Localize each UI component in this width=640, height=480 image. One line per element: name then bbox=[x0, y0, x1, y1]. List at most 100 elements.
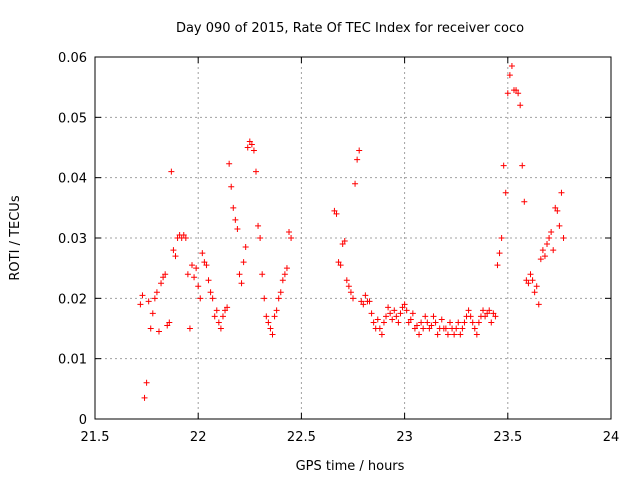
data-point bbox=[504, 90, 511, 97]
data-point bbox=[405, 319, 412, 326]
data-point bbox=[139, 292, 146, 299]
data-point bbox=[442, 325, 449, 332]
data-point bbox=[537, 256, 544, 263]
data-point bbox=[395, 319, 402, 326]
data-point bbox=[529, 277, 536, 284]
data-point bbox=[486, 307, 493, 314]
x-tick-label: 22 bbox=[190, 430, 207, 445]
y-tick-label: 0.02 bbox=[58, 292, 87, 307]
data-point bbox=[271, 313, 278, 320]
y-tick-label: 0.03 bbox=[58, 232, 87, 247]
data-point bbox=[399, 304, 406, 311]
y-tick-label: 0 bbox=[79, 413, 87, 428]
data-point bbox=[219, 313, 226, 320]
data-point bbox=[411, 325, 418, 332]
data-point bbox=[438, 316, 445, 323]
data-point bbox=[426, 325, 433, 332]
data-point bbox=[236, 271, 243, 278]
data-point bbox=[541, 253, 548, 260]
data-point bbox=[224, 304, 231, 311]
data-point bbox=[473, 331, 480, 338]
data-point bbox=[451, 331, 458, 338]
data-point bbox=[434, 331, 441, 338]
data-point bbox=[453, 325, 460, 332]
data-point bbox=[162, 271, 169, 278]
data-point bbox=[259, 271, 266, 278]
data-point bbox=[515, 90, 522, 97]
data-point bbox=[226, 160, 233, 167]
data-point bbox=[352, 180, 359, 187]
x-axis-title: GPS time / hours bbox=[296, 459, 405, 474]
data-point bbox=[155, 328, 162, 335]
data-point bbox=[401, 301, 408, 308]
axis-ticks bbox=[94, 56, 612, 420]
x-tick-label: 23 bbox=[396, 430, 413, 445]
data-point bbox=[242, 244, 249, 251]
data-point bbox=[383, 313, 390, 320]
x-tick-label: 21.5 bbox=[81, 430, 110, 445]
data-point bbox=[203, 262, 210, 269]
data-point bbox=[255, 222, 262, 229]
data-point bbox=[544, 241, 551, 248]
x-tick-label: 24 bbox=[603, 430, 620, 445]
data-point bbox=[471, 325, 478, 332]
data-point bbox=[465, 307, 472, 314]
data-point bbox=[182, 235, 189, 241]
data-point bbox=[374, 316, 381, 323]
data-point bbox=[168, 168, 175, 175]
data-point bbox=[535, 301, 542, 308]
data-point bbox=[277, 289, 284, 296]
data-point bbox=[207, 289, 214, 296]
y-tick-label: 0.05 bbox=[58, 111, 87, 126]
plot-frame bbox=[94, 56, 612, 420]
data-point bbox=[356, 147, 363, 154]
data-point bbox=[550, 247, 557, 254]
data-point bbox=[180, 231, 187, 238]
data-point bbox=[455, 319, 462, 326]
data-point bbox=[548, 228, 555, 235]
data-point bbox=[201, 259, 208, 266]
data-point bbox=[347, 289, 354, 296]
data-point bbox=[393, 313, 400, 320]
data-point bbox=[496, 250, 503, 257]
data-point bbox=[211, 313, 218, 320]
data-point bbox=[350, 295, 356, 302]
data-point bbox=[145, 298, 152, 305]
data-point bbox=[385, 304, 392, 311]
data-point bbox=[337, 262, 344, 269]
data-point bbox=[484, 310, 491, 317]
data-point bbox=[368, 310, 375, 317]
data-point bbox=[341, 238, 348, 245]
data-point bbox=[360, 301, 367, 308]
x-tick-label: 23.5 bbox=[493, 430, 522, 445]
data-point bbox=[283, 265, 290, 272]
data-point bbox=[209, 295, 216, 302]
data-point bbox=[354, 156, 361, 163]
data-point bbox=[160, 274, 167, 281]
data-point bbox=[263, 313, 270, 320]
data-point bbox=[459, 325, 466, 332]
data-point bbox=[164, 322, 171, 329]
data-point bbox=[500, 162, 507, 169]
y-tick-label: 0.06 bbox=[58, 51, 87, 66]
y-tick-label: 0.04 bbox=[58, 172, 87, 187]
data-point bbox=[498, 235, 505, 241]
data-point bbox=[457, 331, 464, 338]
data-point bbox=[428, 322, 435, 329]
data-point bbox=[149, 310, 156, 317]
data-point bbox=[286, 228, 293, 235]
data-point bbox=[199, 250, 206, 257]
data-point bbox=[215, 319, 222, 326]
data-point bbox=[191, 274, 198, 281]
data-point bbox=[269, 331, 276, 338]
data-point bbox=[389, 316, 396, 323]
data-point bbox=[407, 316, 414, 323]
data-point bbox=[250, 147, 257, 154]
data-point bbox=[447, 319, 454, 326]
data-point bbox=[418, 319, 425, 326]
data-point bbox=[335, 259, 342, 266]
data-point bbox=[267, 325, 274, 332]
y-axis-title: ROTI / TECUs bbox=[8, 195, 23, 280]
data-point bbox=[333, 210, 340, 217]
data-point bbox=[531, 289, 538, 296]
